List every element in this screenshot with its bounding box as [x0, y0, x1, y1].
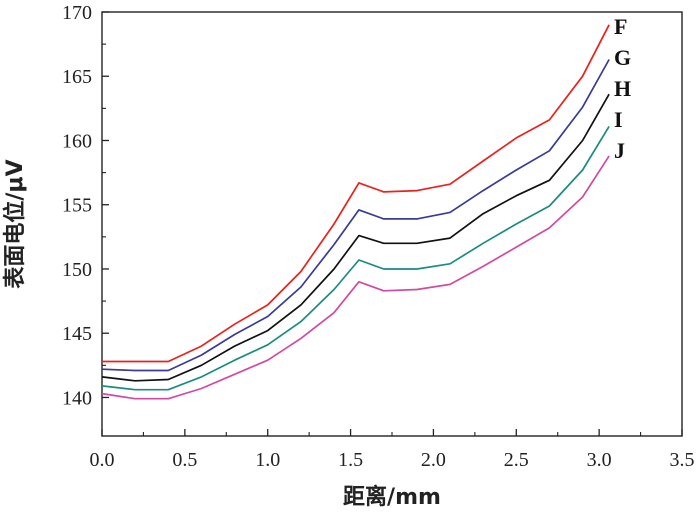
y-tick-label: 145	[62, 323, 92, 345]
x-tick-label: 3.0	[587, 449, 612, 471]
y-axis-title: 表面电位/μV	[2, 159, 28, 288]
y-axis: 140 145 150 155 160 165 170	[62, 2, 109, 409]
x-tick-label: 0.0	[90, 449, 115, 471]
series-label-j: J	[614, 138, 625, 163]
x-axis-title: 距离/mm	[343, 484, 441, 510]
x-tick-label: 1.5	[338, 449, 363, 471]
series-group	[101, 24, 610, 400]
plot-frame	[101, 11, 683, 437]
y-tick-label: 170	[62, 2, 92, 24]
y-tick-label: 150	[62, 259, 92, 281]
series-label-g: G	[614, 45, 631, 70]
series-label-h: H	[614, 76, 631, 101]
x-tick-label: 0.5	[172, 449, 197, 471]
series-line-j	[101, 155, 610, 400]
series-label-f: F	[614, 14, 627, 39]
x-tick-label: 3.5	[670, 449, 695, 471]
series-line-i	[101, 125, 610, 391]
series-line-f	[102, 24, 610, 363]
series-line-h	[101, 93, 610, 382]
x-tick-label: 2.0	[421, 449, 446, 471]
y-tick-label: 165	[62, 66, 92, 88]
x-axis: 0.0 0.5 1.0 1.5 2.0 2.5 3.0 3.5	[90, 429, 695, 471]
y-tick-label: 160	[62, 130, 92, 152]
x-tick-label: 1.0	[255, 449, 280, 471]
x-tick-label: 2.5	[504, 449, 529, 471]
series-label-i: I	[614, 107, 623, 132]
plot-area	[101, 11, 683, 437]
y-tick-label: 155	[62, 195, 92, 217]
series-line-g	[101, 59, 610, 372]
y-tick-label: 140	[62, 387, 92, 409]
